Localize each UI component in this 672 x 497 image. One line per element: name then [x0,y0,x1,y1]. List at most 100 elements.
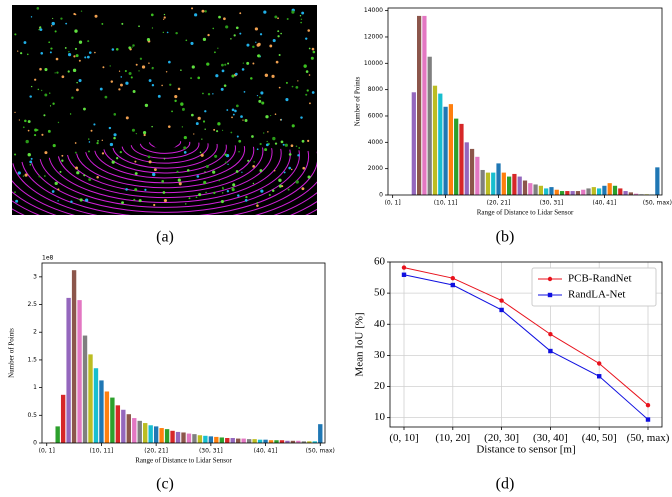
scan-ring [76,146,255,189]
scan-point [227,163,229,166]
scan-point [305,93,308,96]
bar [279,440,285,443]
scan-point [102,66,105,69]
scan-point [301,187,305,191]
scan-point [153,168,157,172]
scan-point [151,67,154,70]
scan-point [135,63,138,66]
scan-point [181,126,183,128]
scan-point [252,165,256,168]
scan-point [124,70,127,73]
scan-point [175,31,178,35]
scan-point [204,10,207,13]
scan-point [125,81,129,85]
bar [203,435,208,443]
bar [491,172,496,195]
scan-point [252,45,255,49]
scan-point [186,169,190,172]
scan-point [277,17,279,20]
scan-point [197,76,201,80]
scan-point [147,155,151,159]
scan-point [77,198,80,200]
scan-ring [12,180,317,215]
bar [586,188,591,195]
bar [591,187,596,195]
scan-point [128,71,132,75]
scan-point [302,166,306,170]
scan-point [222,187,224,190]
scan-ring [30,150,300,213]
bar [143,423,148,443]
scan-point [76,88,79,92]
y-tick-label: 0.5 [27,412,37,419]
scan-point [232,183,236,187]
scan-point [260,189,264,193]
bar [236,438,241,443]
scan-point [163,18,165,20]
y-tick-label: 60 [374,256,386,268]
scan-point [69,113,72,115]
scan-point [212,27,215,30]
bar [411,92,416,195]
bar [126,414,131,443]
bar [268,440,274,443]
bar [517,176,522,195]
scan-point [138,199,142,203]
scan-point [290,168,293,171]
scan-point [152,172,156,177]
scan-point [307,176,310,178]
scan-point [204,171,206,173]
scan-point [142,131,147,135]
scan-point [37,88,40,91]
scan-point [118,88,121,91]
scan-point [226,190,230,193]
scan-point [309,102,311,105]
y-tick-label: 4000 [368,139,383,146]
scan-point [54,30,57,33]
scan-point [180,102,184,106]
scan-point [230,38,232,40]
y-tick-label: 1 [33,384,37,391]
scan-point [197,116,201,120]
scan-point [241,171,243,173]
scan-point [161,180,165,183]
legend-label: RandLA-Net [568,289,625,301]
bar [296,440,301,443]
scan-point [120,83,123,87]
scan-point [39,28,43,32]
bar [274,440,279,443]
scan-point [67,53,72,57]
bar [263,439,268,443]
scan-point [241,68,245,71]
scan-point [33,133,37,137]
caption: (c) [156,476,174,493]
scan-point [214,154,218,158]
caption: (d) [496,476,515,493]
bar [623,191,628,195]
scan-point [74,47,77,50]
scan-point [269,44,273,48]
bar [533,184,538,195]
bar [225,438,230,443]
scan-point [247,159,250,162]
scan-point [111,160,115,164]
scan-point [75,54,79,58]
x-tick-label: (20, 21] [144,448,168,455]
scan-point [79,198,83,202]
scan-point [153,203,156,207]
scan-ring [12,151,317,215]
bar [307,441,312,443]
bar [252,439,257,443]
x-axis-label: Distance to sensor [m] [476,444,575,456]
scan-point [232,113,235,116]
scan-point [39,67,42,71]
bar [469,148,475,195]
scan-point [49,51,52,54]
scan-point [148,160,152,164]
bar [246,439,252,443]
scan-point [52,143,56,148]
scan-point [223,17,226,21]
scan-point [168,60,171,64]
scan-point [231,108,235,112]
scan-point [278,54,281,57]
